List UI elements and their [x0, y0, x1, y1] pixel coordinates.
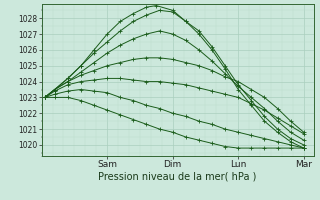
X-axis label: Pression niveau de la mer( hPa ): Pression niveau de la mer( hPa ): [99, 172, 257, 182]
